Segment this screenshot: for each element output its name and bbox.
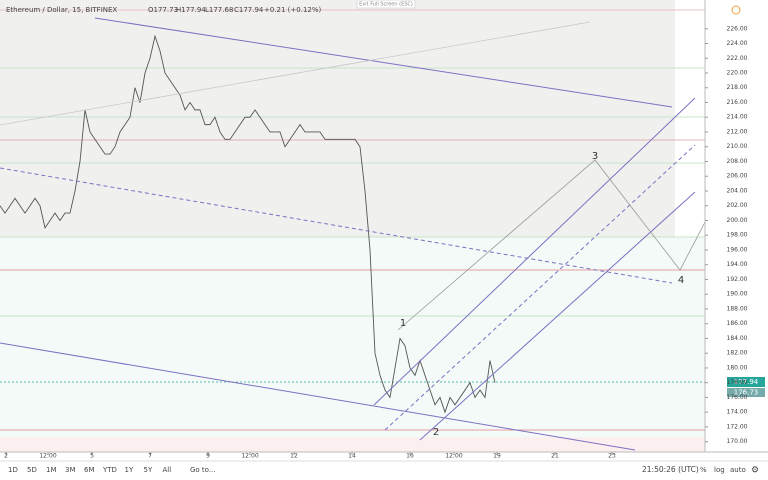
channel-mid	[384, 144, 696, 431]
ohlc-close: C177.94	[234, 6, 264, 14]
y-tick-label: 196.00	[727, 246, 748, 253]
price-axis	[705, 0, 768, 452]
y-tick-label: 226.00	[727, 25, 748, 32]
alert-icon[interactable]	[731, 5, 741, 15]
toolbar-button[interactable]: 1M	[46, 466, 57, 474]
x-tick-label: 7	[148, 453, 152, 460]
x-tick-label: 5	[90, 453, 94, 460]
y-tick-label: 206.00	[727, 173, 748, 180]
exit-fullscreen-text[interactable]: Exit Full Screen (ESC)	[359, 2, 413, 8]
y-tick-label: 210.00	[727, 143, 748, 150]
exit-fullscreen[interactable]	[356, 0, 416, 9]
settings-icon[interactable]: ⚙	[751, 466, 759, 476]
trendline	[94, 17, 673, 108]
price-tag-text: 176.73	[734, 389, 759, 397]
toolbar-button[interactable]: 1D	[8, 466, 18, 474]
scale-button[interactable]: %	[700, 466, 707, 474]
toolbar-button[interactable]: All	[163, 466, 172, 474]
trendline	[0, 342, 636, 451]
range-zone	[0, 237, 705, 437]
y-tick-label: 208.00	[727, 158, 748, 165]
toolbar	[0, 461, 768, 480]
toolbar-button[interactable]: 5D	[27, 466, 37, 474]
price-tag-text: 177.94	[734, 378, 759, 386]
x-tick-label: 21	[551, 453, 559, 460]
wave-label: 2	[433, 427, 439, 438]
trendline	[0, 167, 673, 284]
wave-label: 3	[592, 151, 598, 162]
y-tick-label: 204.00	[727, 187, 748, 194]
x-tick-label: 12:00	[241, 453, 258, 460]
y-tick-label: 200.00	[727, 217, 748, 224]
y-tick-label: 214.00	[727, 114, 748, 121]
y-tick-label: 220.00	[727, 69, 748, 76]
toolbar-button[interactable]: Go to...	[190, 466, 216, 474]
y-tick-label: 202.00	[727, 202, 748, 209]
y-tick-label: 194.00	[727, 261, 748, 268]
y-tick-label: 190.00	[727, 291, 748, 298]
channel-line	[373, 97, 696, 406]
y-tick-label: 172.00	[727, 423, 748, 430]
y-tick-label: 192.00	[727, 276, 748, 283]
y-tick-label: 224.00	[727, 40, 748, 47]
toolbar-button[interactable]: YTD	[102, 466, 117, 474]
ohlc-high: H177.94	[176, 6, 206, 14]
y-tick-label: 222.00	[727, 55, 748, 62]
y-tick-label: 170.00	[727, 438, 748, 445]
x-tick-label: 16	[406, 453, 414, 460]
x-tick-label: 12:00	[445, 453, 462, 460]
y-tick-label: 180.00	[727, 364, 748, 371]
range-zone	[0, 437, 705, 452]
toolbar-button[interactable]: 1Y	[125, 466, 134, 474]
price-tag	[727, 377, 765, 387]
ohlc-change: +0.21 (+0.12%)	[264, 6, 322, 14]
scale-button[interactable]: log	[714, 466, 725, 474]
y-tick-label: 212.00	[727, 128, 748, 135]
y-tick-label: 176.00	[727, 394, 748, 401]
toolbar-button[interactable]: 6M	[84, 466, 95, 474]
symbol: Ethereum / Dollar, 15, BITFINEX	[6, 6, 117, 14]
toolbar-button[interactable]: 5Y	[144, 466, 153, 474]
x-tick-label: 12	[290, 453, 298, 460]
x-tick-label: 2	[4, 453, 8, 460]
y-tick-label: 178.00	[727, 379, 748, 386]
wave-label: 1	[400, 318, 406, 329]
x-tick-label: 14	[348, 453, 356, 460]
x-tick-label: 9	[206, 453, 210, 460]
y-tick-label: 186.00	[727, 320, 748, 327]
y-tick-label: 188.00	[727, 305, 748, 312]
price-line	[0, 34, 496, 414]
price-tag	[727, 388, 765, 397]
scale-button[interactable]: auto	[730, 466, 746, 474]
trendline	[0, 21, 591, 126]
y-tick-label: 216.00	[727, 99, 748, 106]
x-tick-label: 23	[608, 453, 616, 460]
wave-label: 4	[678, 275, 684, 286]
clock: 21:50:26 (UTC)	[642, 465, 699, 474]
ohlc-open: O177.73	[148, 6, 178, 14]
y-tick-label: 184.00	[727, 335, 748, 342]
x-tick-label: 12:00	[39, 453, 56, 460]
range-zone	[0, 0, 675, 237]
y-tick-label: 198.00	[727, 232, 748, 239]
y-tick-label: 174.00	[727, 409, 748, 416]
toolbar-button[interactable]: 3M	[65, 466, 76, 474]
channel-line	[419, 191, 696, 441]
x-tick-label: 19	[493, 453, 501, 460]
y-tick-label: 218.00	[727, 84, 748, 91]
y-tick-label: 182.00	[727, 350, 748, 357]
ohlc-low: L177.68	[205, 6, 233, 14]
